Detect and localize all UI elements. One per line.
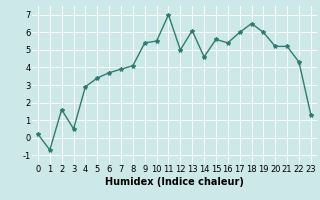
X-axis label: Humidex (Indice chaleur): Humidex (Indice chaleur) — [105, 177, 244, 187]
